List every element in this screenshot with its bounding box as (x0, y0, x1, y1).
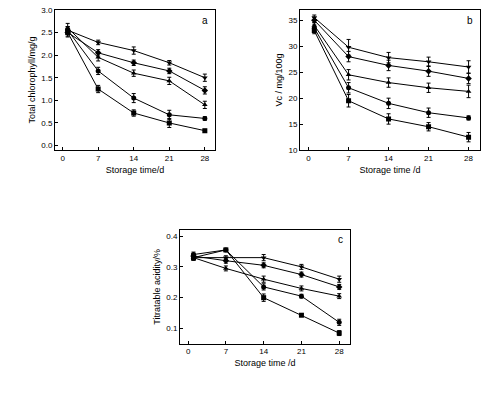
svg-text:14: 14 (129, 154, 138, 163)
svg-text:35: 35 (288, 16, 297, 25)
svg-text:0.1: 0.1 (166, 324, 178, 333)
svg-text:7: 7 (346, 154, 351, 163)
svg-text:Total chlorophyll/mg/g: Total chlorophyll/mg/g (27, 36, 37, 123)
svg-text:Storage time /d: Storage time /d (234, 358, 295, 368)
svg-text:0: 0 (60, 154, 65, 163)
svg-text:3.0: 3.0 (41, 6, 53, 15)
svg-text:0.3: 0.3 (166, 263, 178, 272)
svg-text:15: 15 (288, 120, 297, 129)
svg-text:Titratable acidity/%: Titratable acidity/% (152, 249, 162, 325)
svg-text:0.0: 0.0 (41, 141, 53, 150)
svg-text:21: 21 (424, 154, 433, 163)
svg-text:10: 10 (288, 146, 297, 155)
svg-text:Storage time /d: Storage time /d (359, 165, 420, 175)
svg-text:b: b (467, 15, 473, 26)
svg-text:14: 14 (384, 154, 393, 163)
svg-text:7: 7 (224, 347, 229, 356)
svg-text:0.2: 0.2 (166, 293, 178, 302)
svg-text:25: 25 (288, 68, 297, 77)
svg-text:30: 30 (288, 42, 297, 51)
svg-text:0.4: 0.4 (166, 232, 178, 241)
svg-text:0: 0 (306, 154, 311, 163)
svg-text:28: 28 (335, 347, 344, 356)
svg-text:c: c (338, 234, 343, 245)
svg-text:Storage time/d: Storage time/d (106, 165, 165, 175)
svg-text:a: a (202, 15, 208, 26)
svg-text:20: 20 (288, 94, 297, 103)
svg-text:1.5: 1.5 (41, 74, 53, 83)
svg-text:28: 28 (464, 154, 473, 163)
svg-text:14: 14 (259, 347, 268, 356)
svg-text:28: 28 (200, 154, 209, 163)
svg-text:2.0: 2.0 (41, 51, 53, 60)
svg-text:2.5: 2.5 (41, 28, 53, 37)
svg-text:21: 21 (165, 154, 174, 163)
svg-text:21: 21 (297, 347, 306, 356)
svg-text:1.0: 1.0 (41, 96, 53, 105)
svg-text:7: 7 (96, 154, 101, 163)
svg-text:0.5: 0.5 (41, 119, 53, 128)
svg-text:Vc / mg/100g: Vc / mg/100g (274, 53, 284, 106)
svg-text:0: 0 (186, 347, 191, 356)
